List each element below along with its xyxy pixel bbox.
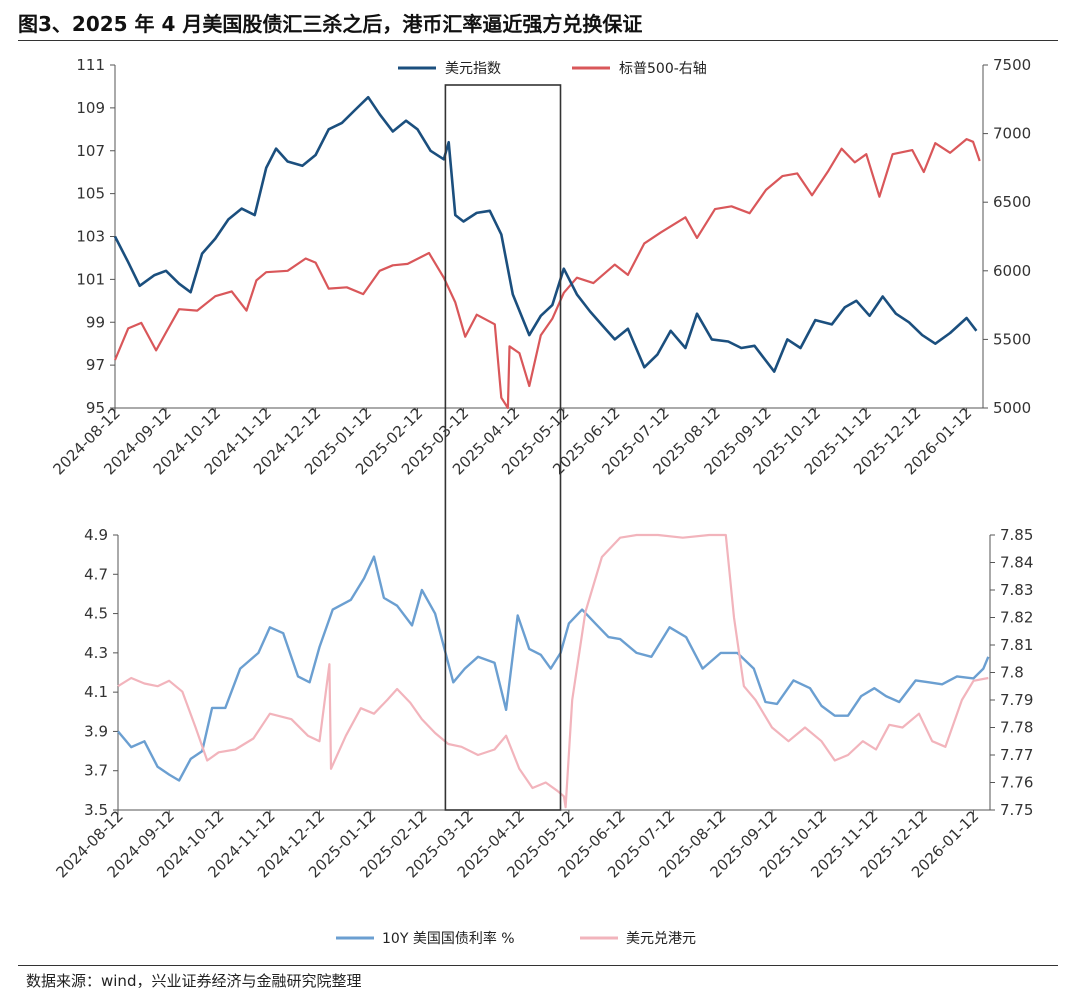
source-note: 数据来源：wind，兴业证券经济与金融研究院整理 xyxy=(26,972,362,990)
y-left-tick-label: 97 xyxy=(86,356,105,374)
y-left-tick-label: 109 xyxy=(76,99,105,117)
y-right-tick-label: 7000 xyxy=(993,125,1031,143)
legend-label: 标普500-右轴 xyxy=(619,61,707,77)
source-divider xyxy=(18,965,1058,966)
top-chart-dxy-spx: 111 109 107 105 103 101 99 97 95 7500 7000 6500 6000… xyxy=(49,56,1031,478)
y-left-tick-label: 99 xyxy=(86,313,105,331)
y-right-tick-label: 6000 xyxy=(993,262,1031,280)
y-left-tick-label: 95 xyxy=(86,399,105,417)
y-right-tick-label: 7.78 xyxy=(1000,719,1033,737)
y-left-tick-label: 3.5 xyxy=(84,801,108,819)
y-right-tick-label: 7.85 xyxy=(1000,526,1033,544)
y-right-tick-label: 7.82 xyxy=(1000,609,1033,627)
y-left-tick-label: 103 xyxy=(76,228,105,246)
y-left-tick-label: 4.1 xyxy=(84,683,108,701)
series-line-1-0 xyxy=(117,555,990,782)
y-left-tick-label: 101 xyxy=(76,270,105,288)
legend-label: 美元指数 xyxy=(445,61,501,77)
figure-title: 图3、2025 年 4 月美国股债汇三杀之后，港币汇率逼近强方兑换保证 xyxy=(18,12,643,36)
legend-label: 10Y 美国国债利率 % xyxy=(382,930,515,947)
bottom-chart-ust-usdhkd: 4.9 4.7 4.5 4.3 4.1 3.9 3.7 3.5 7.85 7.84 7.83 7.82… xyxy=(52,526,1033,947)
y-right-tick-label: 5000 xyxy=(993,399,1031,417)
y-right-tick-label: 7.79 xyxy=(1000,691,1033,709)
y-left-tick-label: 111 xyxy=(76,56,105,74)
series-line-0-1 xyxy=(113,138,981,410)
y-left-tick-label: 3.9 xyxy=(84,722,108,740)
y-right-tick-label: 7.77 xyxy=(1000,746,1033,764)
y-right-tick-label: 7.81 xyxy=(1000,636,1033,654)
y-right-tick-label: 7.75 xyxy=(1000,801,1033,819)
y-right-tick-label: 7.83 xyxy=(1000,581,1033,599)
title-divider xyxy=(18,40,1058,41)
y-left-tick-label: 4.9 xyxy=(84,526,108,544)
legend-label: 美元兑港元 xyxy=(626,931,696,947)
y-right-tick-label: 7.76 xyxy=(1000,774,1033,792)
y-left-tick-label: 4.3 xyxy=(84,644,108,662)
y-left-tick-label: 3.7 xyxy=(84,762,108,780)
series-line-1-1 xyxy=(117,533,989,809)
y-left-tick-label: 4.7 xyxy=(84,565,108,583)
y-left-tick-label: 105 xyxy=(76,185,105,203)
y-right-tick-label: 7.8 xyxy=(1000,664,1024,682)
highlight-box xyxy=(444,84,562,811)
y-right-tick-label: 5500 xyxy=(993,330,1031,348)
series-line-0-0 xyxy=(113,95,978,373)
y-right-tick-label: 6500 xyxy=(993,193,1031,211)
y-right-tick-label: 7500 xyxy=(993,56,1031,74)
y-left-tick-label: 107 xyxy=(76,142,105,160)
y-left-tick-label: 4.5 xyxy=(84,605,108,623)
y-right-tick-label: 7.84 xyxy=(1000,554,1033,572)
